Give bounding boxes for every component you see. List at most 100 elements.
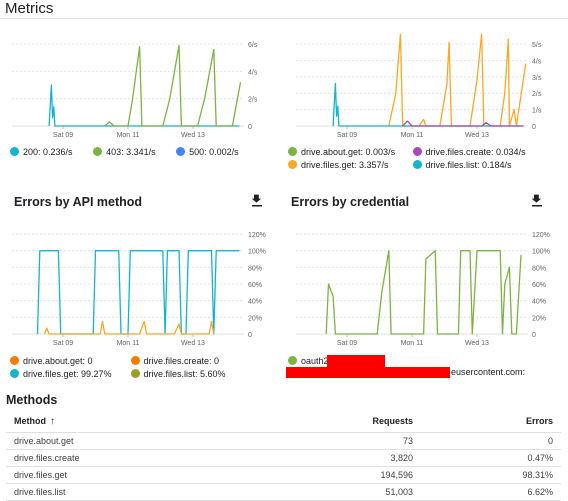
y-tick-label: 2/s — [532, 91, 542, 98]
legend-label: drive.about.get: 0.003/s — [301, 147, 396, 157]
y-tick-label: 80% — [532, 265, 546, 272]
y-tick-label: 0 — [532, 124, 536, 131]
y-tick-label: 6/s — [248, 42, 258, 49]
x-tick-label: Sat 09 — [337, 340, 357, 347]
cell-errors: 98.31% — [421, 466, 561, 484]
x-tick-label: Wed 13 — [465, 132, 489, 139]
page-title: Metrics — [5, 0, 54, 17]
cell-requests: 51,003 — [251, 483, 422, 501]
table-row[interactable]: drive.files.create 3,820 0.47% — [6, 449, 561, 467]
legend-dot — [288, 147, 297, 156]
x-tick-label: Mon 11 — [401, 132, 424, 139]
x-tick-label: Mon 11 — [117, 340, 140, 347]
table-row[interactable]: drive.files.get 194,596 98.31% — [6, 466, 561, 484]
legend-item[interactable]: oauth2: — [288, 356, 331, 366]
y-tick-label: 4/s — [532, 58, 542, 65]
errors-by-api-method-chart: 0 20% 40% 60% 80% 100% 120% Sat 09 Mon 11 Wed 13 — [12, 232, 266, 347]
cell-errors: 0 — [421, 432, 561, 450]
legend-item[interactable]: drive.files.get: 3.357/s — [288, 159, 410, 172]
methods-title: Methods — [6, 393, 58, 407]
cell-method: drive.files.get — [6, 466, 252, 484]
legend-dot — [412, 160, 422, 169]
legend-dot — [10, 356, 19, 365]
x-tick-label: Wed 13 — [181, 340, 205, 347]
legend-item[interactable]: drive.about.get: 0 — [10, 355, 128, 368]
legend-item[interactable]: 500: 0.002/s — [176, 147, 239, 157]
legend-dot — [412, 147, 422, 156]
legend-dot — [10, 147, 19, 156]
y-tick-label: 0 — [248, 332, 252, 339]
series-line — [388, 33, 527, 127]
y-tick-label: 100% — [532, 249, 550, 256]
y-tick-label: 5/s — [532, 42, 542, 49]
header-divider — [0, 18, 568, 19]
table-header-row: Method ↑ Requests Errors — [6, 410, 561, 433]
series-line — [36, 250, 240, 335]
legend-label: drive.files.create: 0 — [143, 356, 220, 366]
y-tick-label: 4/s — [248, 69, 258, 76]
legend-item[interactable]: drive.files.create: 0 — [130, 356, 220, 366]
series-line — [43, 320, 215, 335]
y-tick-label: 0 — [532, 332, 536, 339]
y-tick-label: 2/s — [248, 97, 258, 104]
y-tick-label: 60% — [532, 282, 546, 289]
y-tick-label: 80% — [248, 265, 262, 272]
y-tick-label: 120% — [532, 232, 550, 239]
redaction-box — [327, 355, 385, 367]
legend-item[interactable]: drive.files.create: 0.034/s — [412, 147, 526, 157]
traffic-by-api-method-chart: 0 1/s 2/s 3/s 4/s 5/s Sat 09 Mon 11 Wed 13 — [296, 33, 542, 139]
errors-by-credential-title: Errors by credential — [291, 195, 410, 209]
methods-table: Method ↑ Requests Errors drive.about.get … — [6, 410, 561, 501]
legend-item[interactable]: drive.about.get: 0.003/s — [288, 146, 410, 159]
download-icon[interactable] — [530, 193, 544, 207]
legend-api-methods: drive.about.get: 0.003/s drive.files.cre… — [288, 146, 526, 172]
legend-label: drive.files.get: 3.357/s — [301, 160, 389, 170]
legend-dot — [176, 147, 186, 156]
legend-dot — [130, 369, 140, 378]
sort-arrow-up-icon[interactable]: ↑ — [50, 415, 55, 427]
column-header-method[interactable]: Method ↑ — [6, 410, 252, 433]
legend-dot — [288, 356, 297, 365]
series-line — [325, 250, 522, 335]
legend-item[interactable]: drive.files.list: 0.184/s — [412, 160, 512, 170]
cell-requests: 3,820 — [251, 449, 422, 467]
x-tick-label: Sat 09 — [337, 132, 357, 139]
legend-item[interactable]: 403: 3.341/s — [93, 147, 156, 157]
y-tick-label: 40% — [248, 299, 262, 306]
column-header-errors[interactable]: Errors — [421, 410, 561, 433]
cell-method: drive.files.list — [6, 483, 252, 501]
legend-label: 403: 3.341/s — [106, 147, 156, 157]
legend-dot — [288, 160, 297, 169]
credential-suffix-label: eusercontent.com: — [451, 367, 526, 377]
legend-label: drive.files.list: 5.60% — [143, 369, 226, 379]
y-tick-label: 60% — [248, 282, 262, 289]
y-tick-label: 20% — [248, 315, 262, 322]
table-row[interactable]: drive.about.get 73 0 — [6, 432, 561, 450]
y-tick-label: 20% — [532, 315, 546, 322]
cell-method: drive.files.create — [6, 449, 252, 467]
legend-item[interactable]: 200: 0.236/s — [10, 147, 73, 157]
legend-item[interactable]: drive.files.list: 5.60% — [130, 369, 226, 379]
legend-label: oauth2: — [301, 356, 332, 366]
redaction-box — [286, 367, 450, 378]
x-tick-label: Wed 13 — [465, 340, 489, 347]
x-tick-label: Sat 09 — [53, 132, 73, 139]
download-icon[interactable] — [250, 193, 264, 207]
cell-method: drive.about.get — [6, 432, 252, 450]
y-tick-label: 120% — [248, 232, 266, 239]
errors-by-api-method-title: Errors by API method — [14, 195, 143, 209]
x-tick-label: Sat 09 — [53, 340, 73, 347]
legend-label: 200: 0.236/s — [23, 147, 73, 157]
y-tick-label: 3/s — [532, 75, 542, 82]
table-row[interactable]: drive.files.list 51,003 6.62% — [6, 483, 561, 501]
legend-label: drive.files.get: 99.27% — [23, 369, 112, 379]
column-header-requests[interactable]: Requests — [251, 410, 422, 433]
legend-dot — [93, 147, 103, 156]
series-line — [332, 82, 524, 127]
legend-label: 500: 0.002/s — [189, 147, 239, 157]
legend-item[interactable]: drive.files.get: 99.27% — [10, 368, 128, 381]
legend-credentials: oauth2: — [288, 355, 331, 368]
legend-label: drive.files.create: 0.034/s — [425, 147, 526, 157]
legend-label: drive.about.get: 0 — [23, 356, 93, 366]
legend-response-codes: 200: 0.236/s 403: 3.341/s 500: 0.002/s — [10, 147, 239, 157]
